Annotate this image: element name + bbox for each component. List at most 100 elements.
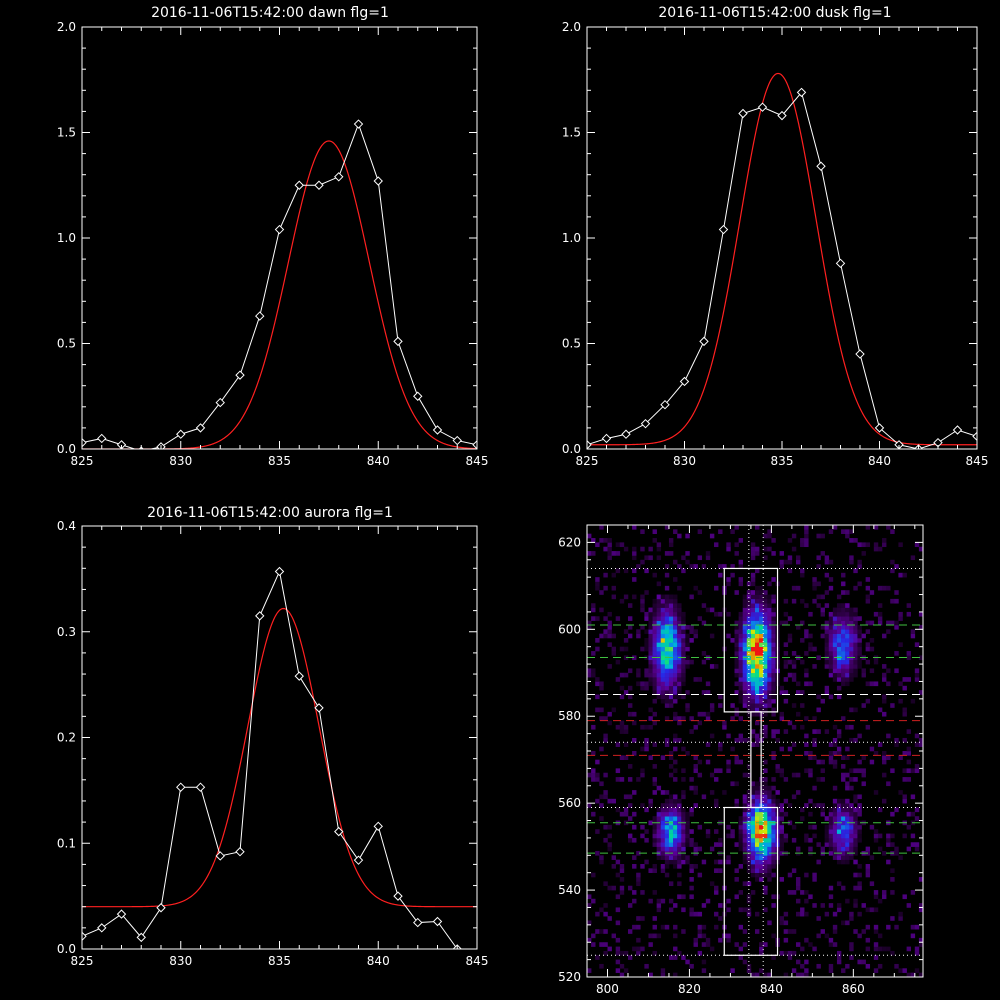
heatmap-cell [709,707,715,713]
heatmap-cell [718,703,723,708]
heatmap-cell [841,651,846,656]
heatmap-cell [763,607,768,613]
heatmap-cell [828,646,834,652]
heatmap-cell [902,794,907,800]
heatmap-cell [644,611,649,617]
heatmap-cell [767,972,772,977]
heatmap-cell [828,837,834,843]
heatmap-cell [787,672,793,678]
heatmap-cell [660,594,666,600]
heatmap-cell [656,646,662,652]
heatmap-cell [804,733,809,739]
heatmap-cell [902,751,907,756]
heatmap-cell [841,668,846,674]
data-point [393,336,403,347]
heatmap-cell [664,616,670,621]
heatmap-cell [656,855,662,860]
heatmap-cell [591,551,596,556]
heatmap-cell [836,677,842,682]
heatmap-cell [910,811,916,817]
heatmap-cell [808,611,813,617]
heatmap-cell [779,716,784,721]
heatmap-cell [673,846,678,852]
heatmap-cell [619,972,625,977]
heatmap-cell [734,642,739,647]
heatmap-cell [849,629,854,634]
heatmap-cell [873,894,879,900]
heatmap-cell [771,642,776,647]
heatmap-cell [853,568,858,574]
heatmap-cell [853,898,858,904]
heatmap-cell [636,872,641,878]
heatmap-cell [742,846,748,852]
heatmap-cell [718,903,723,908]
heatmap-cell [738,672,744,678]
heatmap-cell [890,568,895,574]
heatmap-cell [697,590,703,595]
heatmap-cell [697,929,703,934]
heatmap-cell [820,846,825,852]
heatmap-cell [648,659,653,665]
heatmap-cell [779,564,784,569]
heatmap-cell [714,842,719,847]
heatmap-cell [677,585,682,591]
heatmap-cell [599,681,604,687]
heatmap-cell [701,959,707,965]
heatmap-cell [783,642,789,647]
heatmap-cell [648,629,653,634]
heatmap-cell [705,742,711,747]
heatmap-cell [791,824,797,830]
heatmap-cell [832,646,838,652]
heatmap-cell [644,737,649,743]
heatmap-cell [906,846,912,852]
heatmap-cell [677,564,682,569]
heatmap-cell [668,837,674,843]
heatmap-cell [849,837,854,843]
heatmap-cell [832,751,838,756]
heatmap-cell [804,651,809,656]
heatmap-cell [853,707,858,713]
heatmap-cell [824,651,830,656]
heatmap-cell [767,594,772,600]
heatmap-cell [652,924,657,930]
heatmap-cell [750,785,756,791]
heatmap-cell [791,585,797,591]
heatmap-cell [693,785,698,791]
heatmap-cell [677,690,682,695]
heatmap-cell [640,803,645,808]
heatmap-cell [771,651,776,656]
heatmap-cell [836,816,842,821]
heatmap-cell [611,585,616,591]
heatmap-cell [828,694,834,700]
heatmap-cell [718,742,723,747]
heatmap-cell [664,607,670,613]
heatmap-cell [660,868,666,873]
heatmap-cell [640,598,645,604]
heatmap-cell [652,646,657,652]
heatmap-cell [730,716,735,721]
data-point [679,376,690,387]
data-point [334,826,344,837]
heatmap-cell [791,533,797,539]
heatmap-cell [611,633,616,639]
heatmap-cell [759,842,764,847]
heatmap-cell [697,772,703,778]
heatmap-cell [914,816,920,821]
heatmap-cell [677,829,682,834]
heatmap-cell [681,616,686,621]
heatmap-cell [791,672,797,678]
heatmap-cell [746,811,752,817]
heatmap-cell [763,590,768,595]
heatmap-cell [918,611,923,617]
heatmap-cell [730,564,735,569]
heatmap-cell [619,950,625,956]
heatmap-cell [882,677,887,682]
heatmap-cell [877,546,883,552]
heatmap-cell [795,690,801,695]
heatmap-cell [841,581,846,587]
heatmap-cell [828,629,834,634]
heatmap-cell [681,638,686,643]
heatmap-cell [836,907,842,913]
data-point [195,782,206,792]
x-tick-label: 800 [596,982,619,996]
